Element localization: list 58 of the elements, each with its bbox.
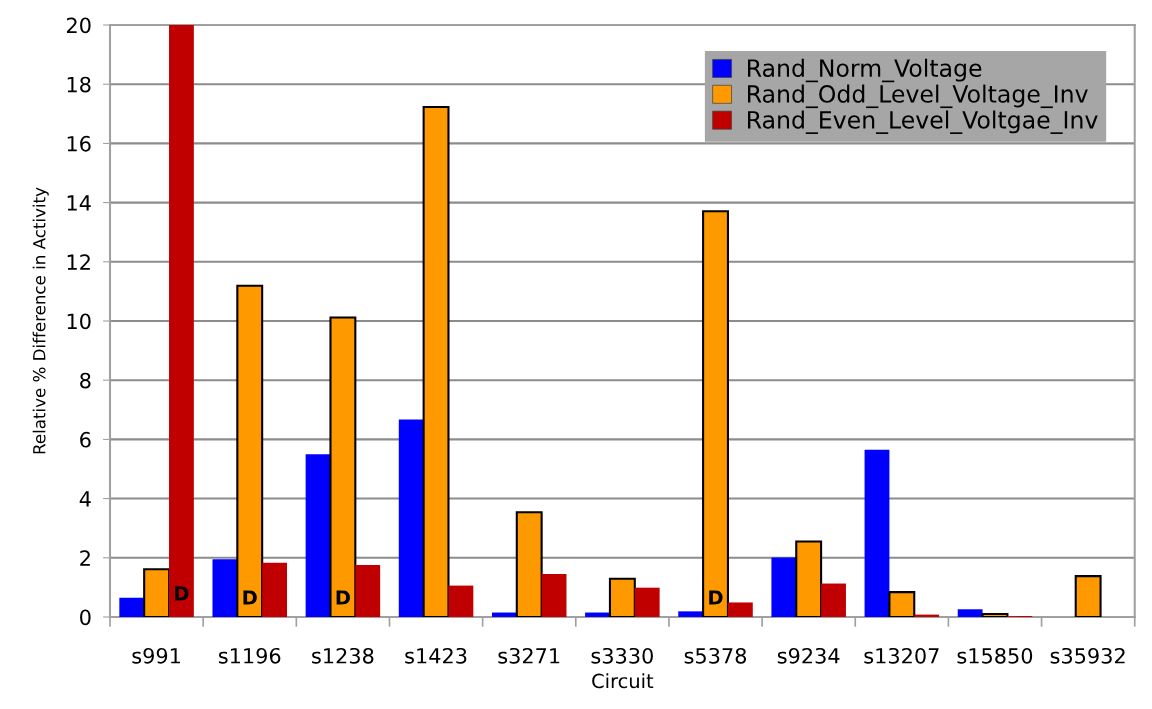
bar [398, 419, 424, 617]
y-tick-label: 0 [80, 609, 91, 626]
bar [262, 562, 288, 617]
bar [169, 25, 194, 617]
y-axis-title: Relative % Difference in Activity [32, 187, 49, 454]
bar [1074, 575, 1102, 617]
y-tick-label: 20 [66, 17, 91, 34]
annotation: D [709, 590, 723, 605]
bar [727, 602, 753, 617]
y-tick-label: 18 [67, 76, 91, 93]
bar [821, 583, 846, 617]
annotation: D [336, 590, 350, 605]
x-tick-label: s3330 [591, 647, 653, 664]
bar [608, 577, 636, 617]
x-tick-label: s5378 [684, 647, 747, 664]
bar [981, 612, 1009, 617]
y-tick-label: 12 [67, 254, 90, 270]
x-tick-label: s13207 [864, 647, 939, 664]
y-tick-label: 4 [79, 491, 91, 507]
y-tick-label: 14 [67, 195, 91, 211]
bar [795, 540, 823, 617]
bar [212, 559, 238, 617]
bar [143, 568, 171, 617]
legend-label: Rand_Odd_Level_Voltage_Inv [748, 84, 1088, 109]
y-tick-label: 2 [80, 550, 90, 566]
x-tick-label: s3271 [498, 647, 560, 664]
bar [541, 574, 567, 617]
bar [888, 591, 916, 617]
bar [678, 611, 704, 617]
x-axis-title: Circuit [592, 673, 654, 689]
bar [236, 284, 264, 617]
legend-label: Rand_Even_Level_Voltgae_Inv [748, 110, 1098, 134]
bar [864, 449, 890, 617]
y-tick-label: 8 [80, 372, 91, 389]
y-tick-label: 10 [67, 313, 91, 330]
bar [515, 511, 543, 617]
x-tick-label: s1238 [312, 647, 374, 664]
bar [634, 587, 660, 617]
bar [329, 316, 357, 617]
annotation: D [243, 590, 257, 605]
x-tick-label: s9234 [777, 647, 840, 664]
legend-label: Rand_Norm_Voltage [748, 58, 982, 83]
x-tick-label: s15850 [957, 647, 1033, 664]
y-tick-label: 16 [67, 135, 91, 152]
annotation: D [175, 586, 189, 601]
bar [119, 597, 145, 617]
x-tick-label: s991 [132, 647, 180, 664]
x-tick-label: s35932 [1050, 647, 1125, 664]
bar [448, 585, 474, 617]
bar [422, 105, 450, 617]
x-tick-label: s1196 [218, 647, 281, 664]
bar [702, 210, 729, 617]
bar [771, 557, 797, 617]
y-tick-label: 6 [80, 431, 91, 448]
bar [957, 609, 983, 617]
bar [305, 454, 331, 617]
x-tick-label: s1423 [405, 647, 467, 664]
bar [355, 564, 381, 617]
